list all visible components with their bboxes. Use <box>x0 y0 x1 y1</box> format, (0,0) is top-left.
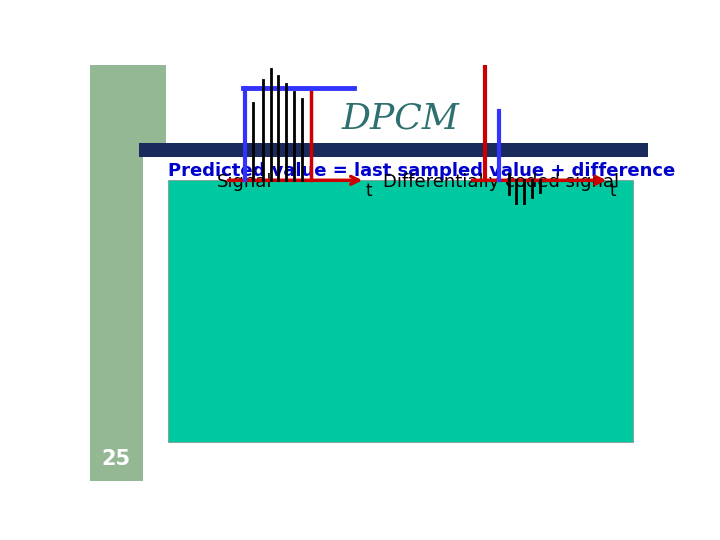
Text: t: t <box>366 182 372 200</box>
Bar <box>166 65 648 150</box>
Text: Differentially coded signal: Differentially coded signal <box>383 173 618 191</box>
Text: t: t <box>610 182 616 200</box>
Bar <box>139 143 648 157</box>
Bar <box>90 65 166 150</box>
Text: DPCM: DPCM <box>341 102 459 136</box>
Bar <box>168 180 632 442</box>
Text: Predicted value = last sampled value + difference: Predicted value = last sampled value + d… <box>168 162 675 180</box>
Text: 25: 25 <box>102 449 131 469</box>
Bar <box>90 65 143 481</box>
Bar <box>143 150 648 481</box>
Text: Signal: Signal <box>217 173 273 191</box>
